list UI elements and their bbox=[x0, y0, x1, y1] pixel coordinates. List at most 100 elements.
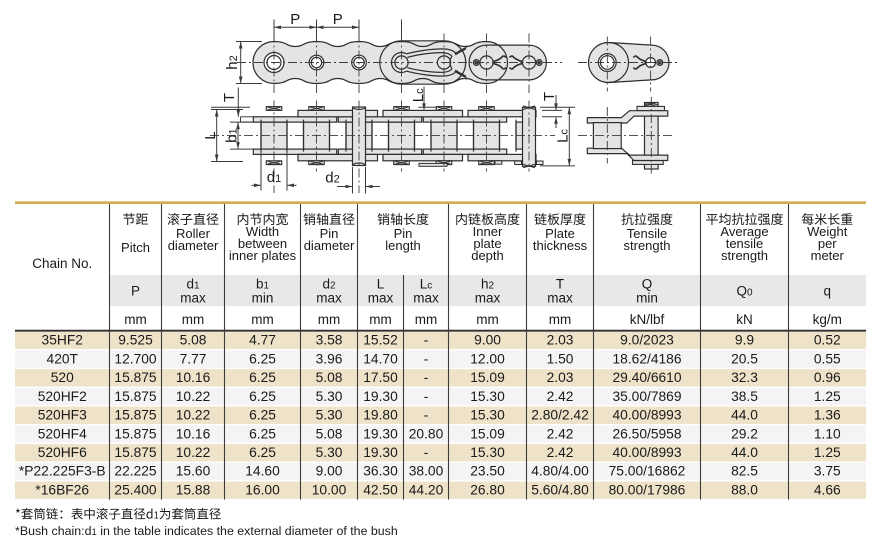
svg-text:between: between bbox=[238, 236, 287, 251]
svg-text:16.00: 16.00 bbox=[245, 482, 280, 497]
svg-text:-: - bbox=[424, 370, 429, 385]
svg-text:15.09: 15.09 bbox=[470, 426, 505, 441]
svg-text:40.00/8993: 40.00/8993 bbox=[612, 445, 681, 460]
svg-text:P: P bbox=[333, 11, 343, 28]
svg-text:29.40/6610: 29.40/6610 bbox=[612, 370, 681, 385]
svg-text:max: max bbox=[413, 291, 439, 306]
svg-text:10.22: 10.22 bbox=[176, 445, 211, 460]
svg-text:Tensile: Tensile bbox=[627, 226, 667, 241]
svg-text:Lc: Lc bbox=[555, 129, 572, 143]
svg-text:520HF3: 520HF3 bbox=[38, 408, 87, 423]
svg-text:2.03: 2.03 bbox=[547, 333, 574, 348]
svg-text:Width: Width bbox=[246, 224, 279, 239]
svg-text:15.30: 15.30 bbox=[470, 389, 505, 404]
svg-text:5.08: 5.08 bbox=[316, 426, 343, 441]
svg-text:d2: d2 bbox=[322, 277, 336, 292]
svg-text:15.875: 15.875 bbox=[114, 408, 157, 423]
svg-text:25.400: 25.400 bbox=[114, 482, 157, 497]
svg-text:2.42: 2.42 bbox=[547, 389, 574, 404]
svg-text:Chain No.: Chain No. bbox=[32, 256, 92, 271]
svg-text:Roller: Roller bbox=[176, 226, 211, 241]
svg-text:Pin: Pin bbox=[394, 226, 413, 241]
svg-text:mm: mm bbox=[476, 312, 499, 327]
svg-text:per: per bbox=[818, 236, 837, 251]
svg-text:*Bush chain:d1 in the table in: *Bush chain:d1 in the table indicates th… bbox=[15, 524, 398, 538]
svg-text:max: max bbox=[316, 291, 342, 306]
svg-text:*P22.225F3-B: *P22.225F3-B bbox=[19, 464, 106, 479]
svg-text:*16BF26: *16BF26 bbox=[35, 482, 89, 497]
svg-text:1.10: 1.10 bbox=[814, 426, 841, 441]
svg-text:15.875: 15.875 bbox=[114, 445, 157, 460]
svg-text:36.30: 36.30 bbox=[363, 464, 398, 479]
svg-text:Pitch: Pitch bbox=[121, 240, 150, 255]
svg-text:1.25: 1.25 bbox=[814, 389, 841, 404]
svg-text:-: - bbox=[424, 408, 429, 423]
svg-text:9.0/2023: 9.0/2023 bbox=[620, 333, 674, 348]
svg-text:Inner: Inner bbox=[473, 224, 503, 239]
svg-text:6.25: 6.25 bbox=[249, 389, 276, 404]
svg-text:Plate: Plate bbox=[545, 226, 575, 241]
svg-text:4.80/4.00: 4.80/4.00 bbox=[531, 464, 589, 479]
svg-text:T: T bbox=[541, 92, 558, 101]
svg-text:P: P bbox=[131, 284, 140, 299]
svg-text:3.75: 3.75 bbox=[814, 464, 841, 479]
svg-text:75.00/16862: 75.00/16862 bbox=[609, 464, 686, 479]
svg-text:38.5: 38.5 bbox=[731, 389, 758, 404]
svg-text:2.42: 2.42 bbox=[547, 445, 574, 460]
svg-text:mm: mm bbox=[318, 312, 341, 327]
svg-text:Lc: Lc bbox=[420, 277, 433, 292]
svg-text:15.30: 15.30 bbox=[470, 408, 505, 423]
svg-text:length: length bbox=[385, 238, 420, 253]
svg-text:26.80: 26.80 bbox=[470, 482, 505, 497]
svg-text:max: max bbox=[475, 291, 501, 306]
svg-text:kN: kN bbox=[736, 312, 753, 327]
svg-text:max: max bbox=[180, 291, 206, 306]
svg-text:15.52: 15.52 bbox=[363, 333, 398, 348]
svg-text:5.08: 5.08 bbox=[316, 370, 343, 385]
svg-text:L: L bbox=[202, 131, 219, 139]
svg-text:T: T bbox=[556, 277, 564, 292]
svg-text:20.80: 20.80 bbox=[409, 426, 444, 441]
svg-text:5.30: 5.30 bbox=[316, 389, 343, 404]
svg-text:2.42: 2.42 bbox=[547, 426, 574, 441]
svg-text:9.9: 9.9 bbox=[735, 333, 755, 348]
svg-text:5.08: 5.08 bbox=[180, 333, 207, 348]
svg-text:mm: mm bbox=[124, 312, 147, 327]
svg-text:kN/lbf: kN/lbf bbox=[630, 312, 665, 327]
svg-text:0.55: 0.55 bbox=[814, 351, 841, 366]
svg-text:12.700: 12.700 bbox=[114, 351, 157, 366]
svg-text:Lc: Lc bbox=[410, 88, 427, 102]
svg-text:min: min bbox=[252, 291, 274, 306]
svg-text:15.09: 15.09 bbox=[470, 370, 505, 385]
svg-text:9.00: 9.00 bbox=[474, 333, 501, 348]
svg-text:mm: mm bbox=[182, 312, 205, 327]
svg-text:5.30: 5.30 bbox=[316, 408, 343, 423]
svg-text:23.50: 23.50 bbox=[470, 464, 505, 479]
svg-text:inner plates: inner plates bbox=[229, 248, 297, 263]
svg-text:6.25: 6.25 bbox=[249, 426, 276, 441]
svg-text:4.77: 4.77 bbox=[249, 333, 276, 348]
svg-text:80.00/17986: 80.00/17986 bbox=[609, 482, 686, 497]
svg-text:1.50: 1.50 bbox=[547, 351, 574, 366]
svg-text:35.00/7869: 35.00/7869 bbox=[612, 389, 681, 404]
svg-text:Q: Q bbox=[642, 277, 653, 292]
svg-text:diameter: diameter bbox=[304, 238, 355, 253]
svg-text:1.36: 1.36 bbox=[814, 408, 841, 423]
svg-text:min: min bbox=[636, 291, 658, 306]
svg-text:plate: plate bbox=[473, 236, 501, 251]
svg-text:9.00: 9.00 bbox=[316, 464, 343, 479]
svg-text:520HF6: 520HF6 bbox=[38, 445, 87, 460]
svg-text:b1: b1 bbox=[224, 128, 241, 142]
svg-text:15.875: 15.875 bbox=[114, 370, 157, 385]
svg-text:0.52: 0.52 bbox=[814, 333, 841, 348]
svg-text:mm: mm bbox=[251, 312, 274, 327]
svg-text:Weight: Weight bbox=[807, 224, 848, 239]
svg-text:mm: mm bbox=[549, 312, 572, 327]
svg-text:19.30: 19.30 bbox=[363, 389, 398, 404]
svg-text:d1: d1 bbox=[186, 277, 200, 292]
svg-text:mm: mm bbox=[369, 312, 392, 327]
svg-text:-: - bbox=[424, 445, 429, 460]
svg-text:26.50/5958: 26.50/5958 bbox=[612, 426, 681, 441]
svg-text:strength: strength bbox=[721, 248, 768, 263]
svg-text:82.5: 82.5 bbox=[731, 464, 758, 479]
